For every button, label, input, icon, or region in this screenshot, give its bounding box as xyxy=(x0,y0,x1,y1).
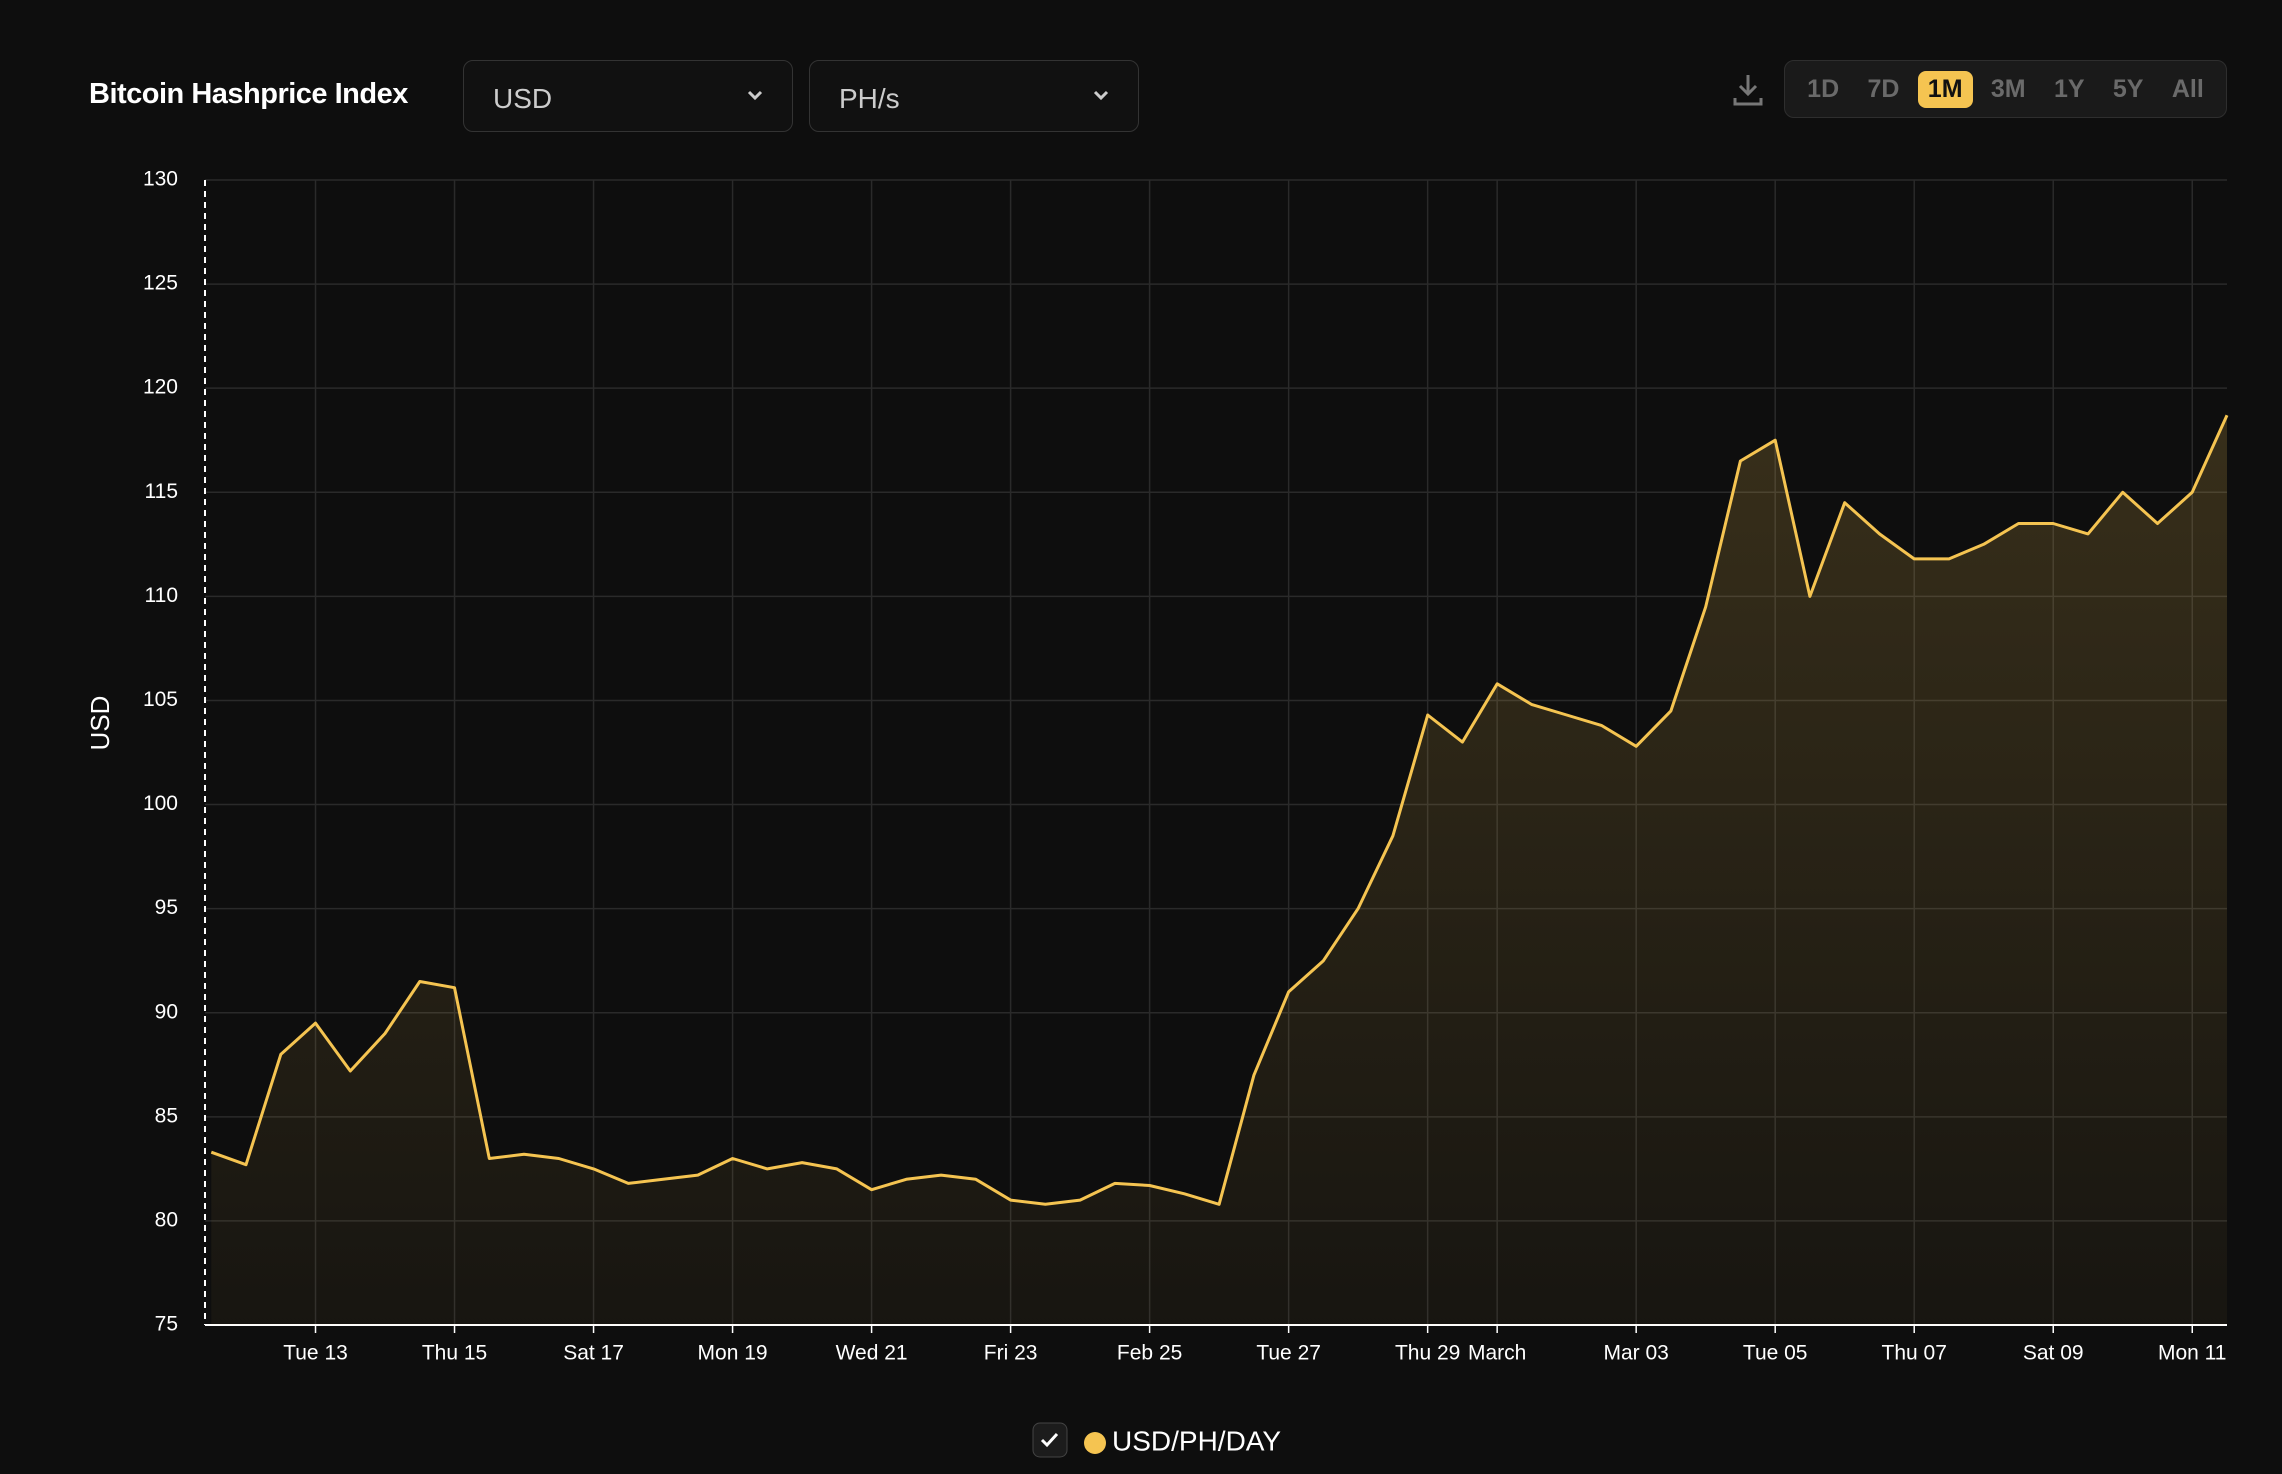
x-tick-label: Sat 17 xyxy=(563,1342,624,1365)
x-tick-label: Mar 03 xyxy=(1603,1342,1668,1365)
legend-checkbox[interactable] xyxy=(1032,1422,1068,1458)
unit-dropdown[interactable]: PH/s xyxy=(809,60,1139,132)
range-button[interactable]: 7D xyxy=(1867,74,1900,103)
area xyxy=(211,415,2227,1325)
x-tick-label: Fri 23 xyxy=(984,1342,1038,1365)
title: Bitcoin Hashprice Index xyxy=(89,78,408,110)
x-tick-label: Thu 07 xyxy=(1882,1342,1947,1365)
legend-label: USD/PH/DAY xyxy=(1112,1425,1281,1456)
range-button[interactable]: 1D xyxy=(1807,74,1840,103)
range-button[interactable]: 5Y xyxy=(2112,74,2144,103)
y-tick-label: 80 xyxy=(155,1208,178,1231)
y-tick-label: 105 xyxy=(143,688,178,711)
x-tick-label: March xyxy=(1468,1342,1526,1365)
dropdown-text: PH/s xyxy=(839,83,900,114)
chevron xyxy=(1093,90,1109,101)
x-tick-label: Tue 27 xyxy=(1256,1342,1321,1365)
currency-dropdown[interactable]: USD xyxy=(463,60,793,132)
y-tick-label: 85 xyxy=(155,1104,178,1127)
range-buttons: 1D 7D 1M 3M 1Y 5Y All xyxy=(1784,60,2227,118)
x-tick-label: Sat 09 xyxy=(2023,1342,2084,1365)
chevron xyxy=(747,90,763,101)
range-button[interactable]: 3M xyxy=(1990,74,2026,103)
y-tick-label: 90 xyxy=(155,1000,178,1023)
y-tick-label: 110 xyxy=(145,584,178,607)
y-tick-label: 75 xyxy=(155,1313,178,1336)
y-axis-label: USD xyxy=(85,696,115,751)
x-tick-label: Thu 15 xyxy=(422,1342,487,1365)
y-tick-label: 115 xyxy=(145,480,178,503)
x-tick-label: Tue 05 xyxy=(1743,1342,1808,1365)
x-tick-label: Wed 21 xyxy=(836,1342,908,1365)
y-tick-label: 125 xyxy=(143,272,178,295)
x-tick-label: Thu 29 xyxy=(1395,1342,1460,1365)
dropdown-text: USD xyxy=(493,83,553,114)
x-tick-label: Feb 25 xyxy=(1117,1342,1182,1365)
download-icon[interactable] xyxy=(1731,72,1765,108)
x-tick-label: Mon 19 xyxy=(698,1342,768,1365)
x-tick-label: Tue 13 xyxy=(283,1342,348,1365)
y-tick-label: 120 xyxy=(143,376,178,399)
legend-marker xyxy=(1084,1432,1106,1454)
y-tick-label: 130 xyxy=(143,168,178,191)
range-button[interactable]: All xyxy=(2171,74,2204,103)
range-button[interactable]: 1M xyxy=(1917,70,1973,108)
y-tick-label: 100 xyxy=(143,792,178,815)
x-tick-label: Mon 11 xyxy=(2158,1342,2227,1365)
range-button[interactable]: 1Y xyxy=(2053,74,2085,103)
line xyxy=(210,414,2229,1206)
y-tick-label: 95 xyxy=(155,896,178,919)
